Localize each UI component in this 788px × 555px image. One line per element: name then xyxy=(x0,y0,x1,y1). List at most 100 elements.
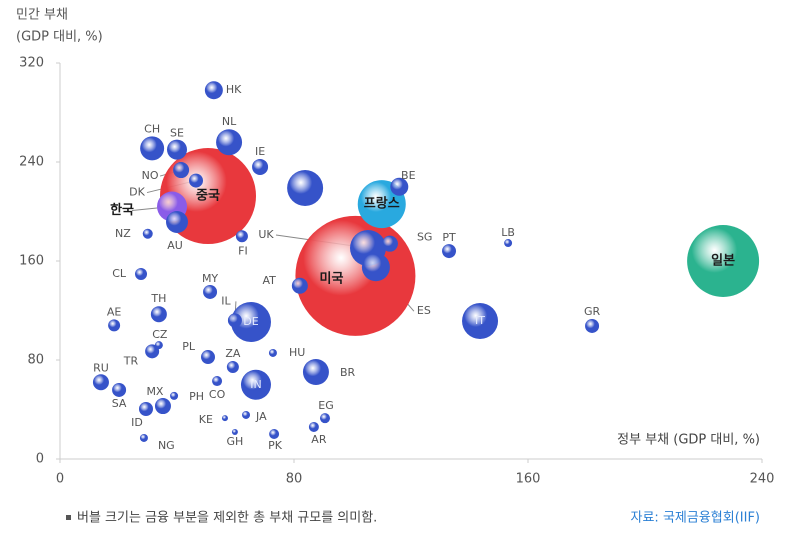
bubble-label: PH xyxy=(189,390,204,403)
bubble xyxy=(226,361,239,374)
bubble-label: UK xyxy=(258,228,274,241)
bubble xyxy=(173,162,190,179)
bubble xyxy=(139,433,148,442)
bubble xyxy=(295,215,416,336)
bubble-label-highlight: 일본 xyxy=(711,254,735,269)
bubble-label: MY xyxy=(202,272,218,285)
bubble-label: BE xyxy=(401,169,416,182)
bubble-label: CL xyxy=(112,267,127,280)
bubble-label: AU xyxy=(167,239,183,252)
bubble xyxy=(240,369,271,400)
bubble-label: CH xyxy=(144,122,160,135)
bubble-label-highlight: 프랑스 xyxy=(364,197,400,212)
bubble-label-highlight: 미국 xyxy=(320,270,344,286)
bubble-label: HK xyxy=(226,83,242,96)
bubble xyxy=(442,244,457,259)
bubble xyxy=(252,158,269,175)
x-axis-title: 정부 부채 (GDP 대비, %) xyxy=(617,433,760,448)
bubble xyxy=(462,303,499,340)
bubble xyxy=(231,302,272,343)
bubble-label: NO xyxy=(142,169,159,182)
bubble xyxy=(212,376,223,387)
bubble-label: RU xyxy=(93,361,109,374)
bubble-label: IE xyxy=(255,145,265,158)
bubble xyxy=(142,228,153,239)
bubble-label: SG xyxy=(417,231,433,244)
bubble-label: GH xyxy=(227,435,244,448)
bubble-label: TR xyxy=(123,354,139,367)
bubble-label: LB xyxy=(501,226,515,239)
bubble-label: IN xyxy=(250,378,261,391)
bubble xyxy=(170,391,179,400)
bubble xyxy=(231,429,238,436)
source: 자료: 국제금융협회(IIF) xyxy=(631,511,760,526)
bubble xyxy=(302,359,329,386)
bubble-label: IL xyxy=(221,294,231,307)
bubble xyxy=(291,277,308,294)
bubble xyxy=(269,429,280,440)
bubble-label: BR xyxy=(340,366,356,379)
bubble-label: KE xyxy=(199,413,213,426)
bubble xyxy=(504,239,513,248)
bubble-label-highlight: 중국 xyxy=(196,189,220,204)
bubble xyxy=(203,284,218,299)
bubble-label: AT xyxy=(262,274,276,287)
bubble-label: JA xyxy=(255,410,267,423)
bubble-label: NG xyxy=(158,439,175,452)
bubble-label-highlight: 한국 xyxy=(110,202,134,218)
bubble-label: AE xyxy=(107,305,122,318)
bubble-label: PL xyxy=(182,340,196,353)
bubble-label: IT xyxy=(475,314,485,327)
bubble-label: NZ xyxy=(115,227,131,240)
bubble xyxy=(687,225,760,297)
bubble-label: CZ xyxy=(152,328,168,341)
bubble xyxy=(390,177,409,196)
bubble xyxy=(138,402,153,417)
bubble xyxy=(154,341,163,350)
bubble xyxy=(201,350,216,365)
bubble-label: CO xyxy=(209,388,226,401)
bubble-label: PT xyxy=(442,231,456,244)
bubble-label: ID xyxy=(131,416,143,429)
bubble xyxy=(92,374,109,391)
bubble xyxy=(287,169,324,206)
bubble xyxy=(167,139,187,160)
y-tick-label: 240 xyxy=(19,155,44,170)
bubble xyxy=(135,267,148,280)
bubble xyxy=(108,319,121,332)
y-tick-label: 160 xyxy=(19,254,44,269)
bubble-label: ES xyxy=(417,304,431,317)
bubble xyxy=(140,136,165,161)
bubble xyxy=(221,415,228,422)
bubble xyxy=(150,306,167,323)
bubble xyxy=(381,235,398,252)
bullet xyxy=(66,515,71,520)
bubble xyxy=(189,173,204,188)
y-tick-label: 320 xyxy=(19,56,44,71)
x-tick-label: 240 xyxy=(750,472,775,487)
bubble-label: SE xyxy=(170,127,184,140)
bubble xyxy=(585,318,600,333)
bubble xyxy=(227,313,242,328)
bubble xyxy=(112,382,127,397)
bubble xyxy=(268,348,277,357)
bubble xyxy=(216,129,243,156)
y-tick-label: 80 xyxy=(27,353,44,368)
bubble-label: SA xyxy=(112,397,127,410)
bubble-label: GR xyxy=(584,305,601,318)
y-axis-title: 민간 부채 xyxy=(16,8,68,23)
bubble-label: NL xyxy=(222,115,237,128)
bubble-label: DK xyxy=(129,186,145,199)
bubble-label: FI xyxy=(238,244,248,257)
x-tick-label: 160 xyxy=(516,472,541,487)
bubble xyxy=(320,413,331,424)
bubble-label: AR xyxy=(311,433,327,446)
bubble-label: DE xyxy=(243,315,258,328)
bubble-label: TH xyxy=(150,292,166,305)
x-tick-label: 80 xyxy=(286,472,303,487)
y-tick-label: 0 xyxy=(36,452,44,467)
bubble-label: EG xyxy=(318,399,333,412)
y-axis-title: (GDP 대비, %) xyxy=(16,30,103,45)
bubble-label: MX xyxy=(146,385,163,398)
